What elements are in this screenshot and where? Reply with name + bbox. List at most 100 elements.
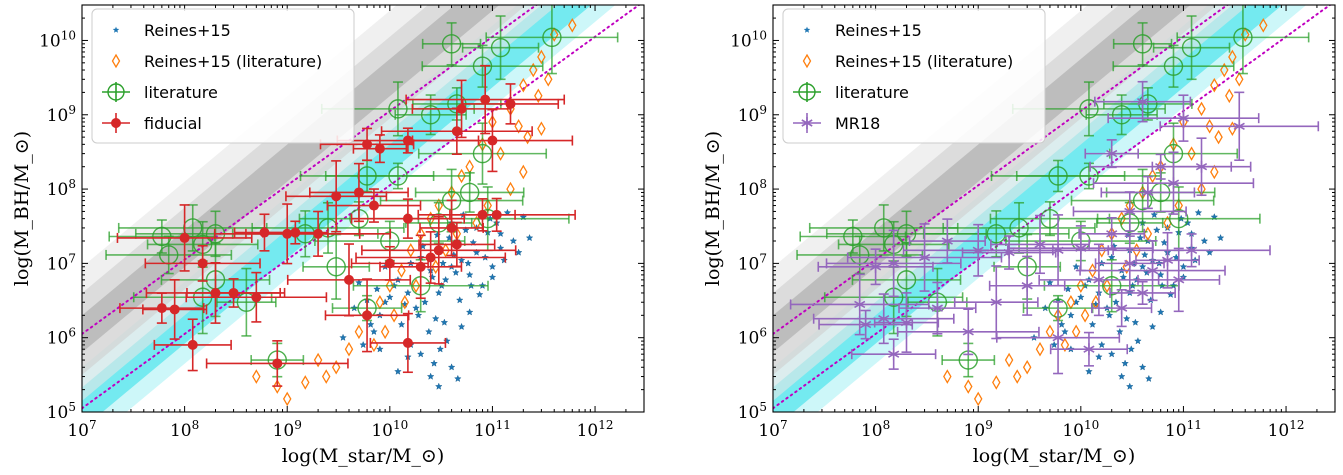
point-70 <box>1127 345 1135 353</box>
y-tick-label: 109 <box>738 103 767 126</box>
chart-panel-1: 107 108 109 1010 1011 1012 105 106 107 108 109 1010… <box>11 4 645 467</box>
point-6 <box>534 88 543 104</box>
point-33 <box>1210 164 1219 180</box>
legend-xstar-marker <box>801 119 813 127</box>
point-7 <box>1092 151 1255 215</box>
legend-star-marker <box>112 26 120 33</box>
point-4 <box>441 275 450 284</box>
point-3 <box>1112 22 1173 66</box>
point-48 <box>457 322 466 331</box>
legend-entry-1: Reines+15 <box>112 21 231 40</box>
point-7 <box>1197 101 1206 117</box>
point-1 <box>485 5 619 75</box>
point-15 <box>421 298 429 306</box>
point-30 <box>1046 278 1054 286</box>
point-8 <box>514 118 523 134</box>
point-21 <box>1076 278 1086 294</box>
legend-entry-2: Reines+15 (literature) <box>111 52 322 71</box>
legend-label: literature <box>144 83 218 102</box>
point-76 <box>454 374 462 382</box>
legend-label: MR18 <box>835 114 880 133</box>
point-37 <box>1138 363 1147 371</box>
point-25 <box>1035 341 1045 357</box>
y-tick-label: 105 <box>738 400 767 423</box>
point-49 <box>443 337 451 345</box>
point-42 <box>400 294 410 310</box>
point-18 <box>902 223 1054 277</box>
axis-ticks <box>81 4 645 413</box>
point-79 <box>1205 248 1214 256</box>
point-15 <box>1112 298 1120 306</box>
point-8 <box>1205 118 1214 134</box>
point-6 <box>1225 88 1234 104</box>
point-21 <box>385 278 395 294</box>
point-12 <box>419 199 484 257</box>
point-7 <box>394 94 467 136</box>
reference-line-2 <box>773 5 1332 410</box>
x-tick-label: 1011 <box>474 418 511 441</box>
point-36 <box>379 234 463 300</box>
point-32 <box>397 320 406 328</box>
series-literature <box>105 5 619 378</box>
point-32 <box>1088 320 1097 328</box>
point-73 <box>1050 340 1058 349</box>
point-56 <box>452 268 460 276</box>
point-20 <box>799 219 907 254</box>
x-tick-label: 1010 <box>1062 418 1099 441</box>
point-70 <box>436 345 444 353</box>
point-42 <box>339 333 347 341</box>
point-1 <box>405 64 566 135</box>
point-21 <box>1160 238 1168 246</box>
y-tick-label: 1010 <box>39 28 76 51</box>
legend-entry-3: literature <box>102 82 218 102</box>
point-16 <box>308 162 409 223</box>
point-29 <box>973 391 983 407</box>
point-11 <box>1179 262 1188 270</box>
point-73 <box>359 340 367 349</box>
point-49 <box>1134 337 1142 345</box>
point-50 <box>425 327 433 335</box>
y-tick-label: 108 <box>738 177 767 200</box>
point-16 <box>1122 314 1131 322</box>
point-77 <box>440 318 449 326</box>
point-44 <box>380 324 390 340</box>
legend-label: Reines+15 (literature) <box>144 52 322 71</box>
point-32 <box>995 301 1121 375</box>
point-29 <box>205 340 349 387</box>
legend-circle-marker <box>798 83 816 101</box>
point-30 <box>953 265 1039 340</box>
cyan-inner-band <box>773 5 1283 412</box>
x-tick-label: 108 <box>170 418 199 441</box>
point-35 <box>261 220 329 245</box>
x-axis-label: log(M_star/M_⊙) <box>973 445 1136 467</box>
point-37 <box>1094 235 1165 292</box>
point-14 <box>412 304 420 312</box>
point-11 <box>1112 233 1271 268</box>
x-tick-label: 107 <box>67 418 96 441</box>
point-30 <box>273 379 282 394</box>
point-43 <box>389 308 399 323</box>
point-63 <box>496 229 505 237</box>
legend-label: fiducial <box>144 114 202 133</box>
point-26 <box>850 338 937 370</box>
point-31 <box>988 255 1066 316</box>
point-28 <box>1061 327 1069 335</box>
legend-box <box>91 8 355 144</box>
point-4 <box>1112 44 1235 88</box>
point-46 <box>1004 352 1014 368</box>
point-4 <box>1210 77 1219 93</box>
point-32 <box>1259 17 1268 33</box>
point-9 <box>350 198 466 239</box>
point-26 <box>1022 359 1032 375</box>
point-38 <box>394 367 402 375</box>
point-6 <box>1151 137 1252 197</box>
point-6 <box>411 79 512 139</box>
point-28 <box>370 327 378 335</box>
point-14 <box>245 210 392 257</box>
point-31 <box>369 312 447 374</box>
legend-diamond-marker <box>802 53 812 69</box>
point-9 <box>1214 129 1223 145</box>
y-tick-label: 109 <box>47 103 76 126</box>
plot-area <box>773 5 1332 412</box>
point-21 <box>116 204 253 272</box>
